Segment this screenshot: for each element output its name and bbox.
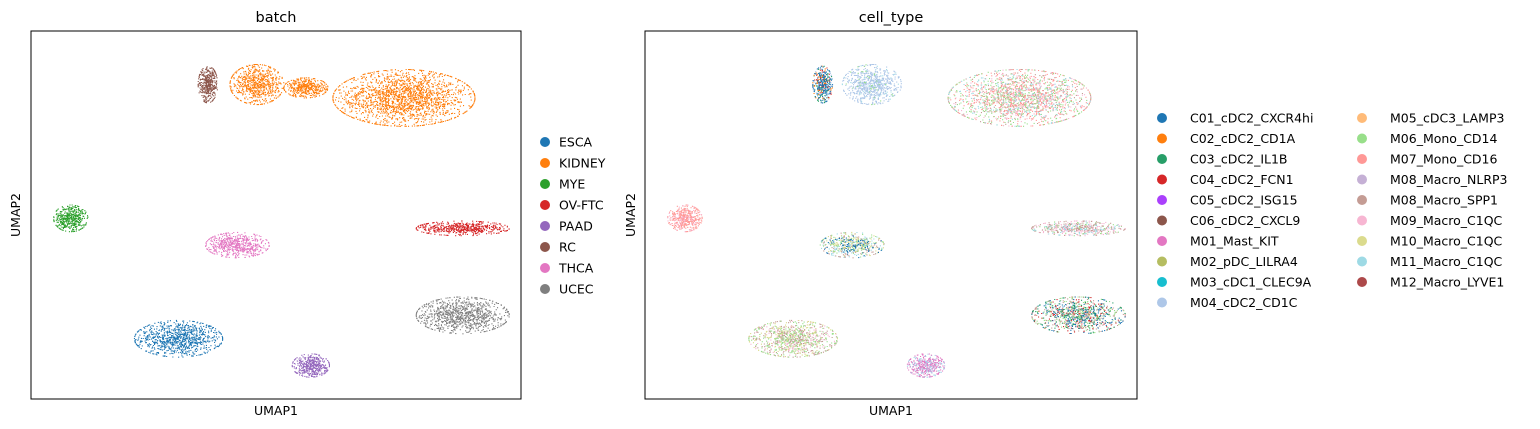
legend-label: M09_Macro_C1QC [1390,213,1503,228]
legend-label: C01_cDC2_CXCR4hi [1190,111,1313,126]
scatter-points [229,63,285,106]
legend-label: C02_cDC2_CD1A [1190,131,1296,146]
scatter-points [667,204,702,233]
legend-label: M10_Macro_C1QC [1390,234,1503,249]
legend-marker [1157,297,1167,308]
legend-marker [1157,133,1167,144]
legend-marker [1357,256,1367,267]
legend-marker [1357,195,1367,205]
legend-marker [1157,277,1167,287]
legend-label: RC [559,240,576,255]
legend-label: C06_cDC2_CXCL9 [1190,213,1300,228]
legend-label: M08_Macro_SPP1 [1390,193,1498,208]
legend-marker [540,200,550,210]
legend-marker [540,221,550,231]
cell-type-points [667,63,1126,378]
scatter-points [845,64,894,106]
scatter-points [1032,220,1120,237]
scatter-points [205,231,270,259]
legend-marker [540,263,550,273]
scatter-points [332,68,476,127]
legend-label: M08_Macro_NLRP3 [1390,172,1508,187]
legend-label: OV-FTC [559,198,604,213]
legend-label: ESCA [559,135,593,150]
scatter-points [947,68,1091,127]
legend-label: C03_cDC2_IL1B [1190,152,1288,167]
legend-marker [1157,195,1167,205]
scatter-points [53,204,89,233]
legend-label: M03_cDC1_CLEC9A [1190,275,1312,290]
scatter-points [1031,296,1126,335]
legend-label: THCA [558,261,594,276]
legend-marker [540,158,550,168]
legend-marker [1157,174,1167,185]
scatter-points [197,66,218,104]
legend-label: C05_cDC2_ISG15 [1190,193,1298,208]
batch-x-axis-label: UMAP1 [254,403,298,418]
batch-legend: ESCA KIDNEY MYE OV-FTC PAAD RC THCA UCEC [540,135,606,297]
legend-label: M11_Macro_C1QC [1390,254,1503,269]
legend-marker [1357,154,1367,164]
cell-type-legend: C01_cDC2_CXCR4hi C02_cDC2_CD1A C03_cDC2_IL… [1157,111,1508,310]
cell-type-x-axis-label: UMAP1 [869,403,913,418]
legend-marker [1357,133,1367,144]
batch-y-axis-label: UMAP2 [8,193,23,237]
scatter-points [948,69,1092,127]
legend-marker [1357,113,1367,123]
cell-type-y-axis-label: UMAP2 [623,193,638,237]
legend-marker [540,242,550,252]
cell-type-panel: cell_type UMAP1 UMAP2 C01_cDC2_CXCR4hiC0… [623,10,1508,418]
scatter-points [842,63,902,105]
scatter-points [821,235,882,259]
legend-marker [1357,174,1367,185]
legend-marker [1357,215,1367,226]
legend-marker [1157,215,1167,226]
legend-label: PAAD [559,219,593,234]
legend-marker [540,284,550,294]
legend-label: M01_Mast_KIT [1190,234,1279,249]
cell-type-title: cell_type [859,10,924,26]
legend-label: M12_Macro_LYVE1 [1390,275,1504,290]
legend-label: M05_cDC3_LAMP3 [1390,111,1504,126]
legend-label: MYE [559,177,585,192]
legend-marker [1357,236,1367,246]
legend-label: M02_pDC_LILRA4 [1190,254,1298,269]
legend-label: M04_cDC2_CD1C [1190,295,1298,310]
cell-type-axes-frame [644,30,1138,400]
legend-marker [1157,154,1167,164]
legend-marker [1157,113,1167,123]
batch-points [53,63,510,378]
scatter-points [133,319,224,358]
scatter-points [415,220,510,237]
legend-label: C04_cDC2_FCN1 [1190,172,1294,187]
legend-label: KIDNEY [559,156,606,171]
scatter-points [283,77,329,99]
legend-marker [1357,277,1367,287]
batch-title: batch [256,10,297,26]
legend-label: UCEC [559,282,594,297]
legend-label: M06_Mono_CD14 [1390,131,1497,146]
legend-marker [1157,236,1167,246]
scatter-points [415,296,510,335]
legend-label: M07_Mono_CD16 [1390,152,1497,167]
scatter-points [291,353,330,378]
legend-marker [540,137,550,147]
scatter-points [748,320,838,358]
batch-panel: batch UMAP1 UMAP2 ESCA KIDNEY MYE OV-FTC PAA… [8,10,606,418]
batch-axes-frame [30,30,522,400]
legend-marker [540,179,550,189]
scatter-points [812,65,834,104]
scatter-points [906,353,945,378]
scatter-points [906,353,946,378]
scatter-points [748,319,838,358]
scatter-points [1032,296,1126,334]
legend-marker [1157,256,1167,267]
